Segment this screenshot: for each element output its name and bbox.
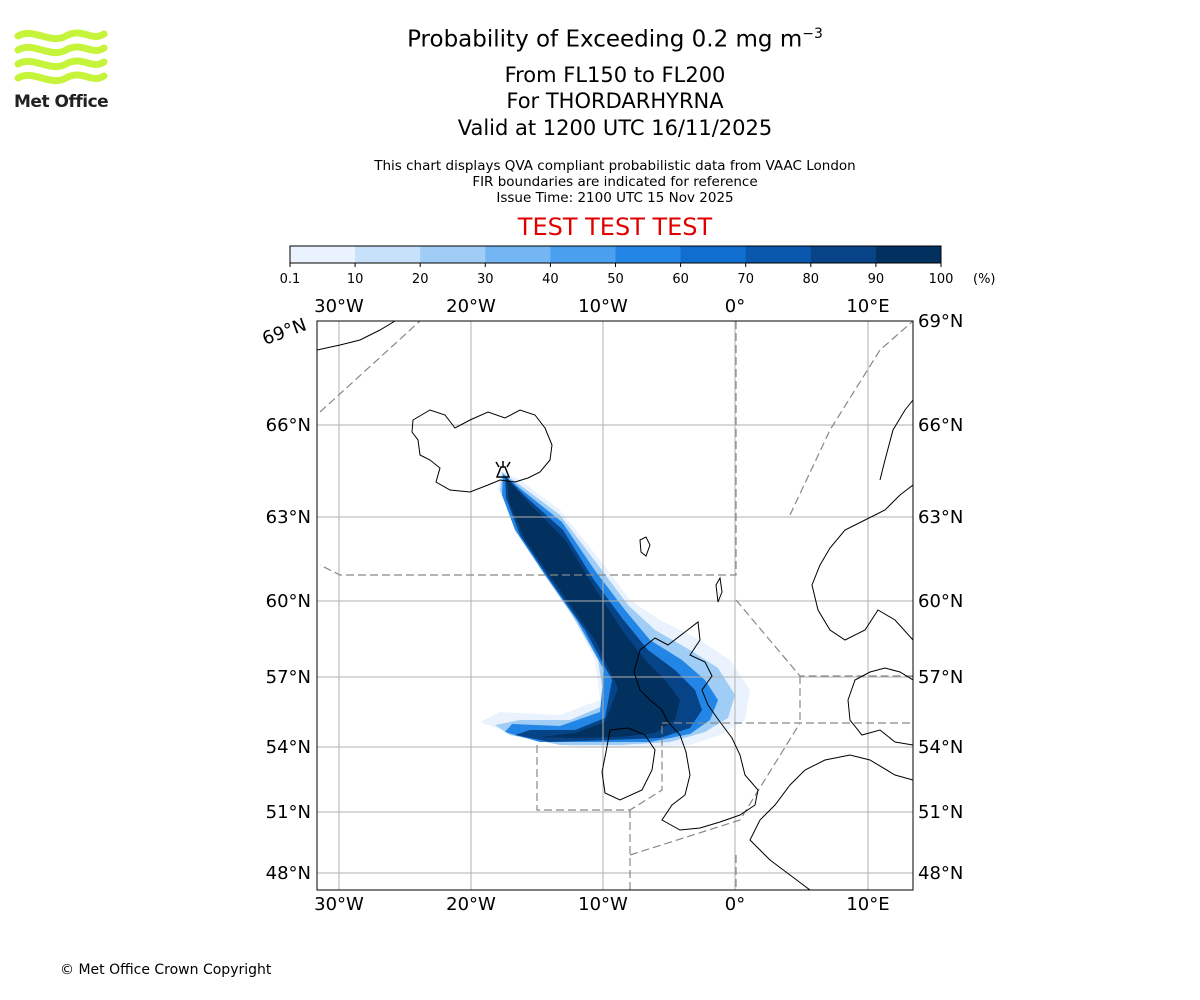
issue-time: Issue Time: 2100 UTC 15 Nov 2025 <box>496 190 734 206</box>
met-office-logo-icon <box>14 29 108 85</box>
latitude-label: 57°N <box>266 667 311 688</box>
colorbar-tick-label: 10 <box>347 272 364 287</box>
longitude-label: 10°E <box>846 296 889 317</box>
longitude-label: 10°W <box>578 894 628 915</box>
latitude-label: 69°N <box>918 311 963 332</box>
latitude-label: 57°N <box>918 667 963 688</box>
fir-boundaries <box>319 321 913 890</box>
colorbar-tick-label: 40 <box>542 272 559 287</box>
longitude-label: 10°W <box>578 296 628 317</box>
colorbar-segment <box>875 246 942 263</box>
met-office-logo-text: Met Office <box>14 92 109 112</box>
volcano-location-icon <box>495 461 511 478</box>
test-banner: TEST TEST TEST <box>517 213 713 241</box>
flight-level-range: From FL150 to FL200 <box>504 63 726 87</box>
colorbar-segment <box>810 246 877 263</box>
colorbar-segment <box>680 246 747 263</box>
longitude-label: 20°W <box>446 894 496 915</box>
longitude-label: 10°E <box>846 894 889 915</box>
longitude-label: 30°W <box>314 894 364 915</box>
colorbar-tick-label: 100 <box>929 272 954 287</box>
latitude-label: 63°N <box>918 507 963 528</box>
colorbar-tick-label: 20 <box>412 272 429 287</box>
latitude-label: 51°N <box>266 802 311 823</box>
map-frame <box>316 320 914 891</box>
chart-title: Probability of Exceeding 0.2 mg m−3 <box>407 26 823 53</box>
colorbar-segment <box>420 246 486 263</box>
latitude-label: 63°N <box>266 507 311 528</box>
latitude-label: 48°N <box>918 863 963 884</box>
volcano-name: For THORDARHYRNA <box>506 89 724 113</box>
longitude-label: 30°W <box>314 296 364 317</box>
colorbar <box>289 245 942 264</box>
colorbar-segment <box>550 246 616 263</box>
latitude-label: 60°N <box>918 591 963 612</box>
chart-description: This chart displays QVA compliant probab… <box>374 158 856 174</box>
longitude-label: 20°W <box>446 296 496 317</box>
latitude-labels-right: 48°N 51°N 54°N 57°N 60°N 63°N 66°N 69°N <box>918 311 963 884</box>
coastlines <box>317 321 913 890</box>
colorbar-segment <box>485 246 551 263</box>
longitude-label: 0° <box>725 296 745 317</box>
colorbar-segment <box>615 246 682 263</box>
graticule <box>317 321 913 890</box>
latitude-label: 54°N <box>266 737 311 758</box>
latitude-label: 48°N <box>266 863 311 884</box>
colorbar-tick-label: 30 <box>477 272 494 287</box>
latitude-labels-left: 48°N 51°N 54°N 57°N 60°N 63°N 66°N <box>266 415 311 884</box>
longitude-labels-top: 30°W 20°W 10°W 0° 10°E <box>314 296 889 317</box>
colorbar-ticks: 0.1 10 20 30 40 50 60 70 80 90 100 <box>280 263 954 287</box>
colorbar-tick-label: 80 <box>803 272 820 287</box>
colorbar-tick-label: 0.1 <box>280 272 301 287</box>
copyright-notice: © Met Office Crown Copyright <box>60 962 272 978</box>
colorbar-segment <box>290 246 356 263</box>
longitude-label: 0° <box>725 894 745 915</box>
colorbar-tick-label: 50 <box>607 272 624 287</box>
longitude-labels-bottom: 30°W 20°W 10°W 0° 10°E <box>314 894 889 915</box>
colorbar-tick-label: 90 <box>868 272 885 287</box>
latitude-label: 66°N <box>266 415 311 436</box>
latitude-label: 51°N <box>918 802 963 823</box>
valid-time: Valid at 1200 UTC 16/11/2025 <box>457 116 773 140</box>
colorbar-segment <box>355 246 421 263</box>
latitude-label: 54°N <box>918 737 963 758</box>
latitude-label: 66°N <box>918 415 963 436</box>
corner-latitude-label: 69°N <box>260 314 310 349</box>
latitude-label: 60°N <box>266 591 311 612</box>
colorbar-tick-label: 70 <box>737 272 754 287</box>
fir-note: FIR boundaries are indicated for referen… <box>472 174 758 190</box>
colorbar-segment <box>745 246 812 263</box>
colorbar-unit: (%) <box>973 272 996 287</box>
colorbar-tick-label: 60 <box>672 272 689 287</box>
